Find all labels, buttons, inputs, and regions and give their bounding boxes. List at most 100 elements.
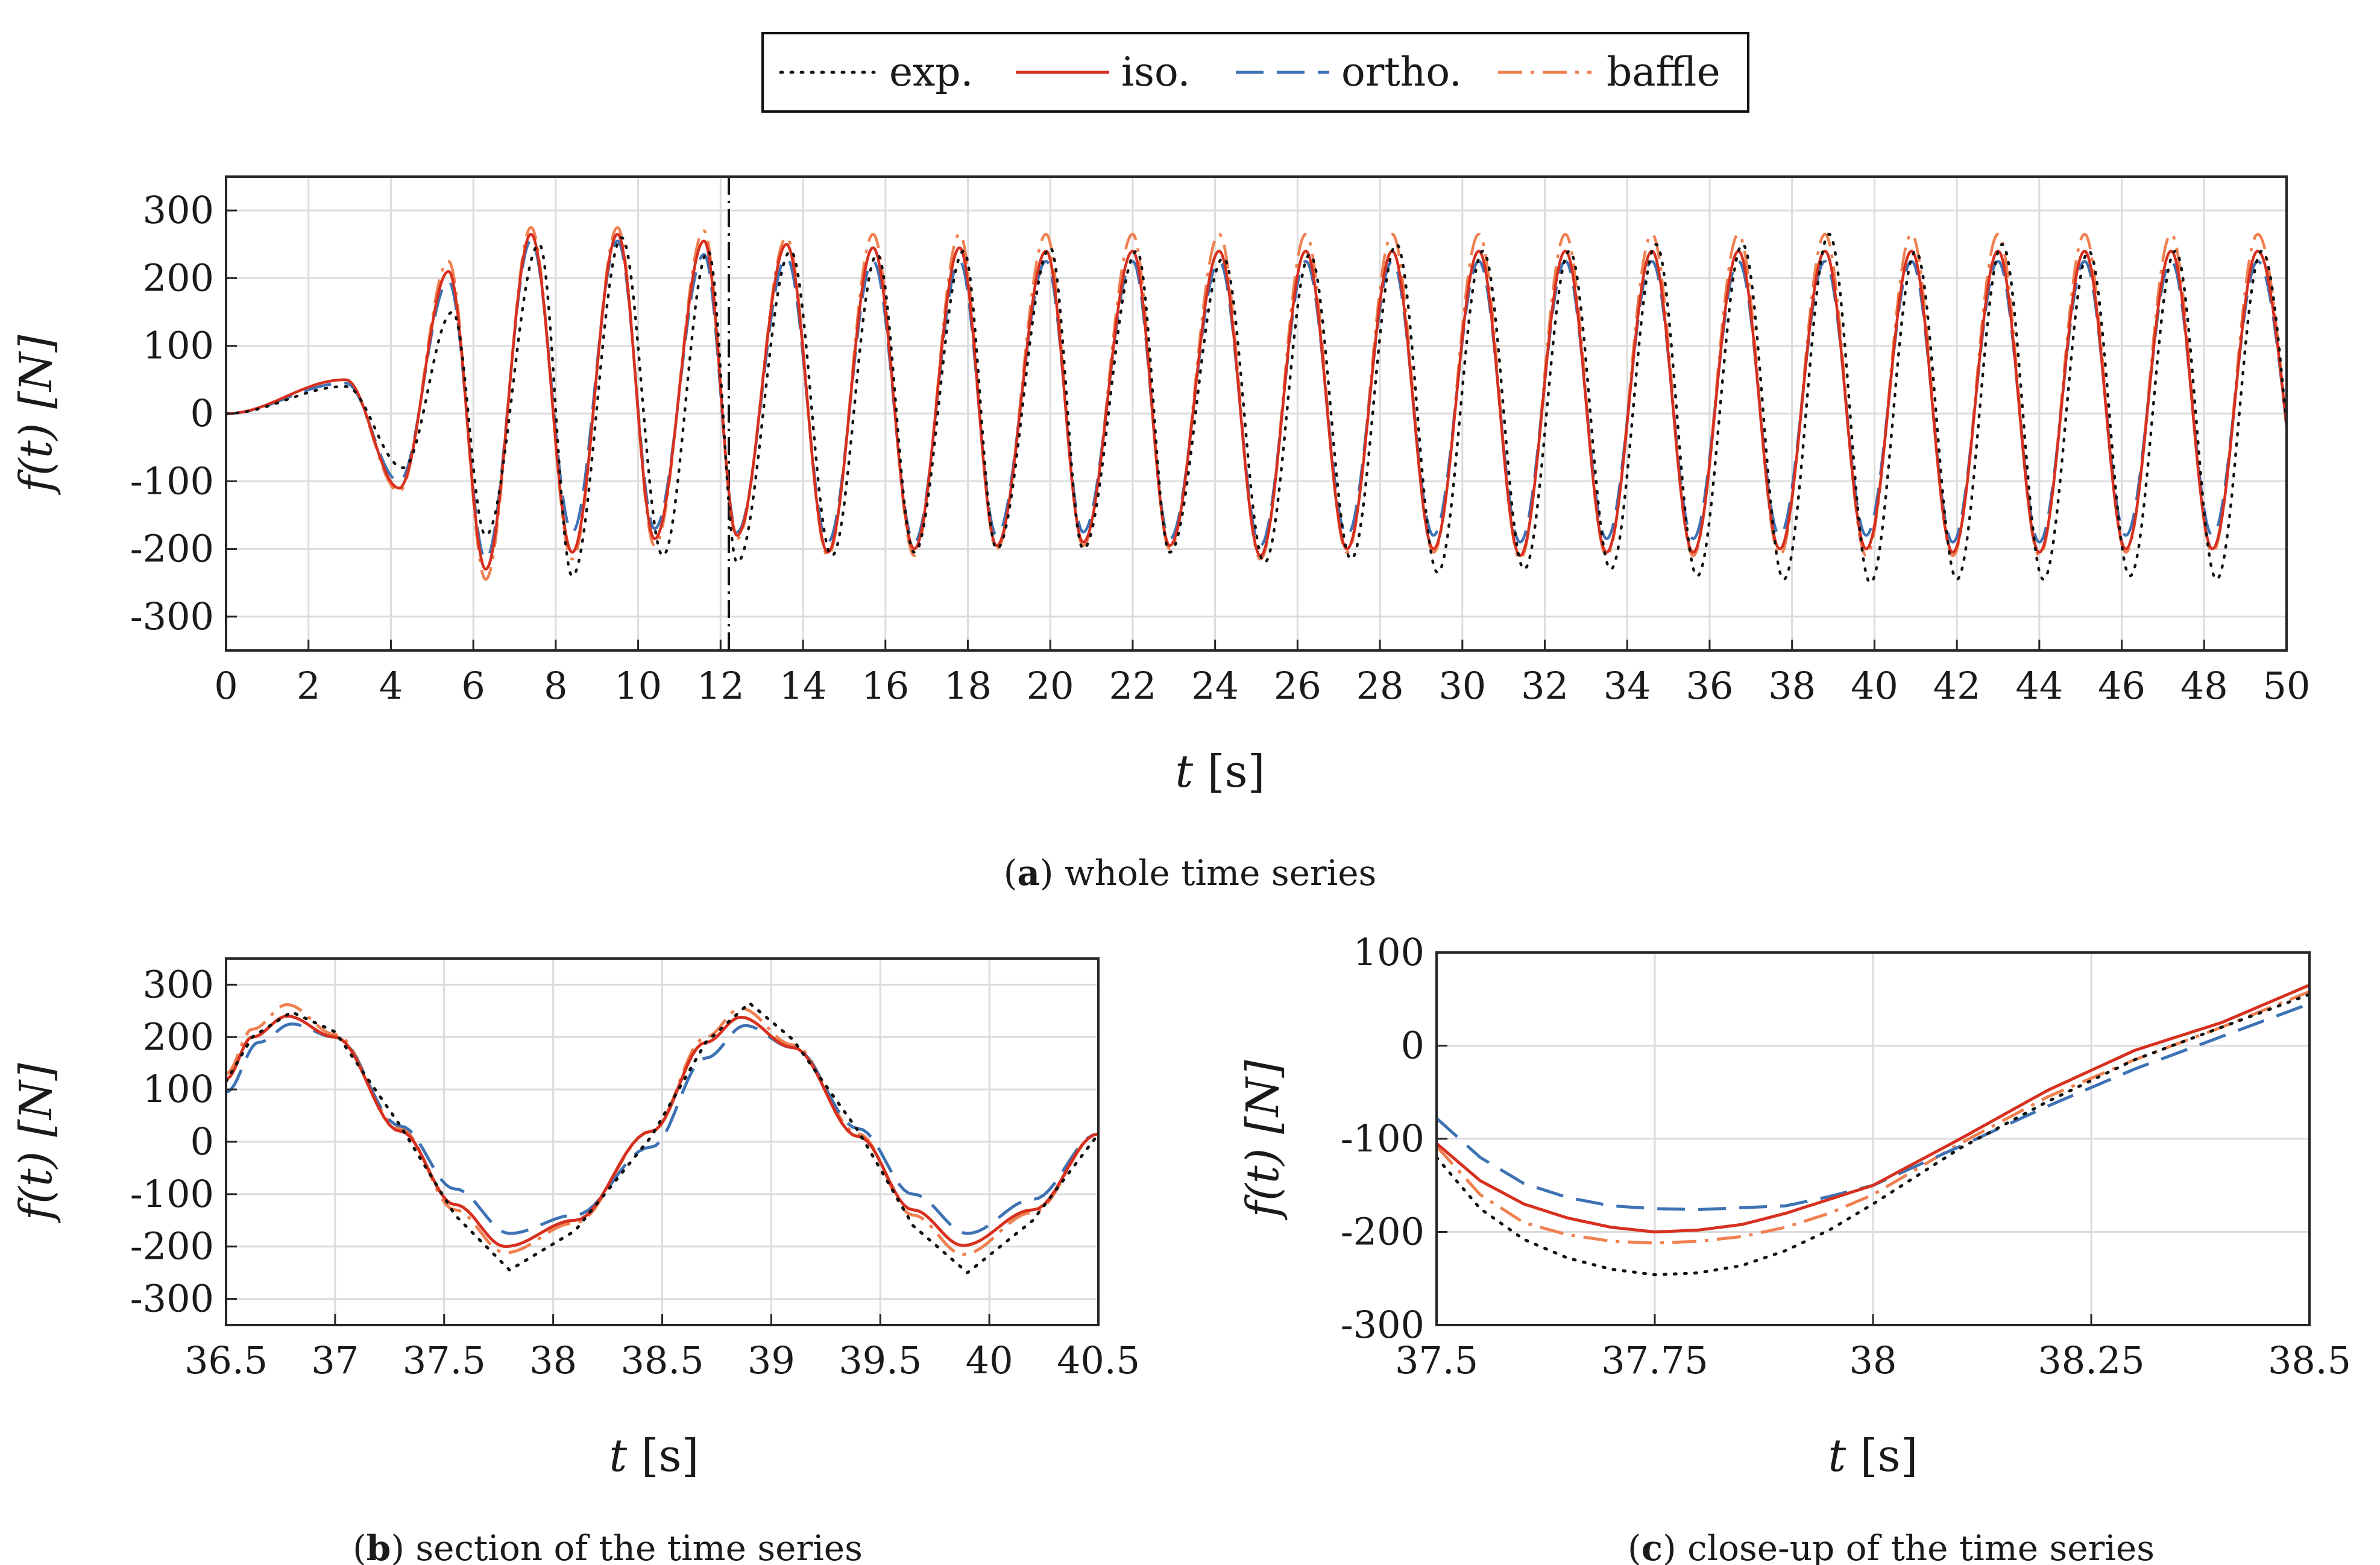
panel-a-xtick-label: 2 [297, 664, 320, 708]
panel-b-xtick-label: 38 [529, 1338, 577, 1382]
panel-b-xtick-label: 39.5 [839, 1338, 922, 1382]
panel-c-ylabel: f(t) [N] [1237, 1060, 1289, 1220]
panel-a-series-iso [226, 233, 2287, 571]
panel-b-xlabel: t [s] [609, 1430, 699, 1482]
panel-c-xtick-label: 37.75 [1601, 1338, 1708, 1382]
panel-c-ytick-label: -200 [1341, 1210, 1425, 1254]
legend-label-iso: iso. [1121, 49, 1191, 95]
panel-c-xlabel: t [s] [1828, 1430, 1918, 1482]
panel-a-caption-letter: a [1017, 852, 1040, 893]
legend-entry-baffle: baffle [1498, 49, 1720, 95]
panel-a-xtick-label: 22 [1109, 664, 1156, 708]
panel-a-ytick-label: 300 [143, 188, 214, 232]
panel-a-xtick-label: 36 [1686, 664, 1734, 708]
panel-b-xtick-label: 36.5 [184, 1338, 268, 1382]
panel-a-xtick-label: 50 [2263, 664, 2311, 708]
panel-b-ytick-label: -200 [130, 1224, 214, 1268]
panel-a-xlabel: t [s] [1176, 746, 1265, 798]
panel-a-xtick-label: 48 [2180, 664, 2228, 708]
panel-a-ytick-label: -100 [130, 459, 214, 503]
panel-a-xtick-label: 18 [944, 664, 992, 708]
panel-a-series-group [226, 177, 2287, 650]
panel-a-xlabel-unit: [s] [1207, 746, 1265, 798]
panel-b-ytick-label: -100 [130, 1172, 214, 1216]
panel-a-xtick-label: 30 [1438, 664, 1486, 708]
panel-c-caption: (c) close-up of the time series [1628, 1528, 2155, 1565]
panel-a-ytick-label: -200 [130, 527, 214, 571]
panel-c-ytick-label: 100 [1353, 930, 1425, 974]
panel-c-series-group [1437, 983, 2309, 1277]
legend-label-exp: exp. [889, 49, 974, 95]
panel-a-xlabel-var: t [1176, 746, 1194, 798]
panel-c-ytick-label: -300 [1341, 1303, 1425, 1347]
panel-b-ytick-label: -300 [130, 1277, 214, 1321]
panel-a-xtick-label: 4 [379, 664, 403, 708]
panel-a-xtick-label: 26 [1274, 664, 1321, 708]
panel-b-ytick-label: 100 [143, 1067, 214, 1111]
legend-entry-exp: exp. [779, 49, 974, 95]
panel-a-xtick-label: 42 [1933, 664, 1981, 708]
panel-c-series-exp [1437, 993, 2309, 1277]
panel-c-series-baffle [1437, 990, 2309, 1245]
panel-b-xtick-label: 37.5 [403, 1338, 486, 1382]
panel-b-caption-letter: b [367, 1528, 391, 1565]
panel-a-xtick-label: 6 [461, 664, 485, 708]
panel-a-xtick-label: 32 [1521, 664, 1569, 708]
panel-a-xtick-label: 34 [1604, 664, 1651, 708]
panel-a-ytick-label: 0 [190, 391, 214, 435]
panel-c-xtick-label: 37.5 [1395, 1338, 1478, 1382]
panel-b-xlabel-unit: [s] [641, 1430, 699, 1482]
panel-b-ytick-label: 0 [190, 1119, 214, 1164]
legend-label-ortho: ortho. [1341, 49, 1462, 95]
legend: exp. iso. ortho. baffle [761, 32, 1749, 113]
panel-a-xtick-label: 20 [1027, 664, 1074, 708]
panel-b-ytick-label: 300 [143, 962, 214, 1006]
panel-c-xlabel-var: t [1828, 1430, 1846, 1482]
legend-entry-ortho: ortho. [1236, 49, 1462, 95]
panel-c-xlabel-unit: [s] [1860, 1430, 1918, 1482]
panel-a-xtick-label: 40 [1851, 664, 1898, 708]
panel-b-xtick-label: 40 [966, 1338, 1013, 1382]
panel-a-ytick-label: -300 [130, 594, 214, 638]
panel-a-xtick-label: 16 [861, 664, 909, 708]
panel-b-caption: (b) section of the time series [353, 1528, 863, 1565]
panel-a-xtick-label: 28 [1356, 664, 1404, 708]
panel-b-xtick-label: 37 [311, 1338, 359, 1382]
panel-a-ylabel: f(t) [N] [10, 335, 62, 495]
panel-a-xtick-label: 24 [1191, 664, 1239, 708]
panel-c-caption-letter: c [1642, 1528, 1663, 1565]
panel-c-xtick-label: 38.25 [2038, 1338, 2145, 1382]
panel-b-series-iso [226, 1015, 1098, 1249]
panel-b-xtick-label: 38.5 [620, 1338, 704, 1382]
panel-b-ytick-label: 200 [143, 1015, 214, 1059]
panel-c-xtick-label: 38 [1850, 1338, 1897, 1382]
panel-c-ytick-label: 0 [1401, 1024, 1425, 1068]
panel-a: 0 2 4 6 8 10 12 14 16 18 20 22 24 26 28 30 32 34 36 38 40 42 4… [130, 175, 2311, 708]
panel-a-xtick-label: 46 [2098, 664, 2145, 708]
panel-a-xtick-label: 0 [214, 664, 238, 708]
panel-a-xtick-label: 38 [1768, 664, 1816, 708]
panel-b-xtick-label: 40.5 [1057, 1338, 1140, 1382]
panel-c-xtick-label: 38.5 [2268, 1338, 2351, 1382]
panel-a-caption: (a) whole time series [1004, 852, 1377, 893]
panel-c-series-iso [1437, 983, 2309, 1233]
panel-a-caption-text: ) whole time series [1040, 852, 1376, 893]
panel-a-ytick-label: 200 [143, 256, 214, 300]
panel-b: 36.5 37 37.5 38 38.5 39 39.5 40 40.5 300 200 100 0 -1… [130, 957, 1140, 1382]
panel-b-series-group [226, 1001, 1098, 1274]
panel-a-xtick-label: 44 [2015, 664, 2063, 708]
panel-b-caption-text: ) section of the time series [391, 1528, 863, 1565]
panel-a-xtick-label: 10 [614, 664, 662, 708]
panel-c-ytick-label: -100 [1341, 1116, 1425, 1160]
panel-a-xtick-label: 12 [697, 664, 745, 708]
panel-b-ylabel: f(t) [N] [10, 1063, 62, 1223]
panel-c-caption-text: ) close-up of the time series [1663, 1528, 2155, 1565]
panel-c-series-ortho [1437, 1002, 2309, 1211]
panel-a-ytick-label: 100 [143, 324, 214, 368]
panel-a-xtick-label: 14 [779, 664, 827, 708]
panel-c: 37.5 37.75 38 38.25 38.5 100 0 -100 -200 -300 [1341, 930, 2351, 1382]
panel-b-xtick-label: 39 [748, 1338, 795, 1382]
panel-a-xtick-label: 8 [544, 664, 567, 708]
legend-label-baffle: baffle [1607, 49, 1720, 95]
